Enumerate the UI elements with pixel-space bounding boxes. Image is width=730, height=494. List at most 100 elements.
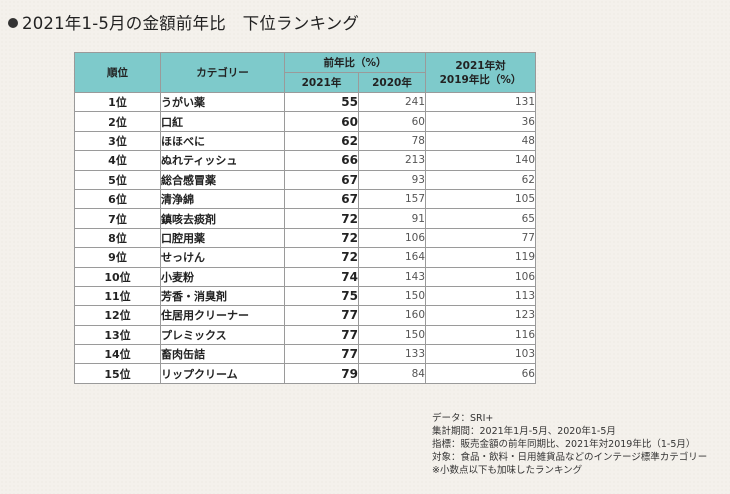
rank-cell: 5位 [74, 169, 161, 190]
vs2019-cell: 62 [425, 169, 536, 190]
rank-cell: 1位 [74, 91, 161, 113]
yoy-2020-cell: 78 [358, 130, 426, 152]
yoy-2020-cell: 157 [358, 188, 426, 210]
table-row: 9位 せっけん 72 164 119 [74, 247, 536, 268]
yoy-2020-cell: 150 [358, 285, 426, 307]
title-text: 2021年1-5月の金額前年比 下位ランキング [22, 14, 360, 33]
yoy-2021-cell: 77 [284, 324, 359, 346]
rank-cell: 10位 [74, 266, 161, 287]
table-row: 8位 口腔用薬 72 106 77 [74, 227, 536, 249]
bullet-icon [8, 18, 18, 28]
yoy-2021-cell: 66 [284, 150, 359, 171]
yoy-2021-cell: 77 [284, 344, 359, 365]
rank-cell: 14位 [74, 344, 161, 365]
table-row: 4位 ぬれティッシュ 66 213 140 [74, 150, 536, 171]
rank-cell: 11位 [74, 285, 161, 307]
note-line: ※小数点以下も加味したランキング [432, 465, 583, 476]
vs2019-cell: 103 [425, 344, 536, 365]
category-cell: 畜肉缶詰 [160, 344, 285, 365]
table-row: 12位 住居用クリーナー 77 160 123 [74, 305, 536, 326]
yoy-2020-cell: 60 [358, 111, 426, 132]
table-row: 13位 プレミックス 77 150 116 [74, 324, 536, 346]
vs2019-cell: 48 [425, 130, 536, 152]
category-cell: 口腔用薬 [160, 227, 285, 249]
yoy-2020-cell: 213 [358, 150, 426, 171]
yoy-2021-cell: 74 [284, 266, 359, 287]
rank-cell: 13位 [74, 324, 161, 346]
table-row: 11位 芳香・消臭剤 75 150 113 [74, 285, 536, 307]
note-line: 集計期間：2021年1月-5月、2020年1-5月 [432, 426, 616, 437]
vs2019-cell: 131 [425, 91, 536, 113]
yoy-2021-cell: 77 [284, 305, 359, 326]
ranking-table: 順位 カテゴリー 前年比（%） 2021年対 2019年比（%） 2021年 2… [74, 52, 536, 384]
yoy-2020-cell: 84 [358, 363, 426, 384]
category-cell: 清浄綿 [160, 188, 285, 210]
yoy-2020-cell: 93 [358, 169, 426, 190]
yoy-2020-cell: 106 [358, 227, 426, 249]
vs2019-cell: 113 [425, 285, 536, 307]
table-row: 14位 畜肉缶詰 77 133 103 [74, 344, 536, 365]
category-cell: リップクリーム [160, 363, 285, 384]
category-cell: せっけん [160, 247, 285, 268]
rank-cell: 15位 [74, 363, 161, 384]
yoy-2021-cell: 55 [284, 91, 359, 113]
vs2019-cell: 105 [425, 188, 536, 210]
yoy-2020-cell: 133 [358, 344, 426, 365]
category-cell: 口紅 [160, 111, 285, 132]
rank-cell: 12位 [74, 305, 161, 326]
header-2021: 2021年 [284, 72, 359, 93]
table-row: 7位 鎮咳去痰剤 72 91 65 [74, 208, 536, 229]
category-cell: 小麦粉 [160, 266, 285, 287]
category-cell: うがい薬 [160, 91, 285, 113]
category-cell: ぬれティッシュ [160, 150, 285, 171]
header-2020: 2020年 [358, 72, 426, 93]
table-row: 10位 小麦粉 74 143 106 [74, 266, 536, 287]
rank-cell: 6位 [74, 188, 161, 210]
yoy-2021-cell: 60 [284, 111, 359, 132]
yoy-2021-cell: 62 [284, 130, 359, 152]
yoy-2020-cell: 150 [358, 324, 426, 346]
category-cell: 総合感冒薬 [160, 169, 285, 190]
table-row: 3位 ほほべに 62 78 48 [74, 130, 536, 152]
header-vs2019: 2021年対 2019年比（%） [425, 52, 536, 93]
yoy-2020-cell: 164 [358, 247, 426, 268]
category-cell: 鎮咳去痰剤 [160, 208, 285, 229]
header-rank: 順位 [74, 52, 161, 93]
vs2019-cell: 106 [425, 266, 536, 287]
category-cell: 芳香・消臭剤 [160, 285, 285, 307]
yoy-2021-cell: 67 [284, 169, 359, 190]
vs2019-cell: 36 [425, 111, 536, 132]
yoy-2020-cell: 91 [358, 208, 426, 229]
vs2019-cell: 119 [425, 247, 536, 268]
category-cell: プレミックス [160, 324, 285, 346]
header-category: カテゴリー [160, 52, 285, 93]
table-row: 1位 うがい薬 55 241 131 [74, 91, 536, 113]
note-line: 対象：食品・飲料・日用雑貨品などのインテージ標準カテゴリー [432, 452, 708, 463]
yoy-2021-cell: 67 [284, 188, 359, 210]
yoy-2021-cell: 79 [284, 363, 359, 384]
yoy-2021-cell: 72 [284, 208, 359, 229]
rank-cell: 8位 [74, 227, 161, 249]
yoy-2021-cell: 72 [284, 247, 359, 268]
vs2019-cell: 123 [425, 305, 536, 326]
note-line: 指標：販売金額の前年同期比、2021年対2019年比（1-5月） [432, 439, 696, 450]
vs2019-cell: 65 [425, 208, 536, 229]
vs2019-cell: 140 [425, 150, 536, 171]
table-row: 6位 清浄綿 67 157 105 [74, 188, 536, 210]
category-cell: 住居用クリーナー [160, 305, 285, 326]
category-cell: ほほべに [160, 130, 285, 152]
rank-cell: 2位 [74, 111, 161, 132]
note-line: データ：SRI+ [432, 413, 494, 424]
vs2019-cell: 77 [425, 227, 536, 249]
header-yoy-group: 前年比（%） [284, 52, 426, 73]
page-title: 2021年1-5月の金額前年比 下位ランキング [8, 10, 359, 34]
vs2019-cell: 66 [425, 363, 536, 384]
rank-cell: 9位 [74, 247, 161, 268]
rank-cell: 4位 [74, 150, 161, 171]
rank-cell: 3位 [74, 130, 161, 152]
rank-cell: 7位 [74, 208, 161, 229]
yoy-2020-cell: 241 [358, 91, 426, 113]
source-notes: データ：SRI+ 集計期間：2021年1月-5月、2020年1-5月 指標：販売… [432, 412, 707, 477]
yoy-2020-cell: 160 [358, 305, 426, 326]
table-row: 15位 リップクリーム 79 84 66 [74, 363, 536, 384]
